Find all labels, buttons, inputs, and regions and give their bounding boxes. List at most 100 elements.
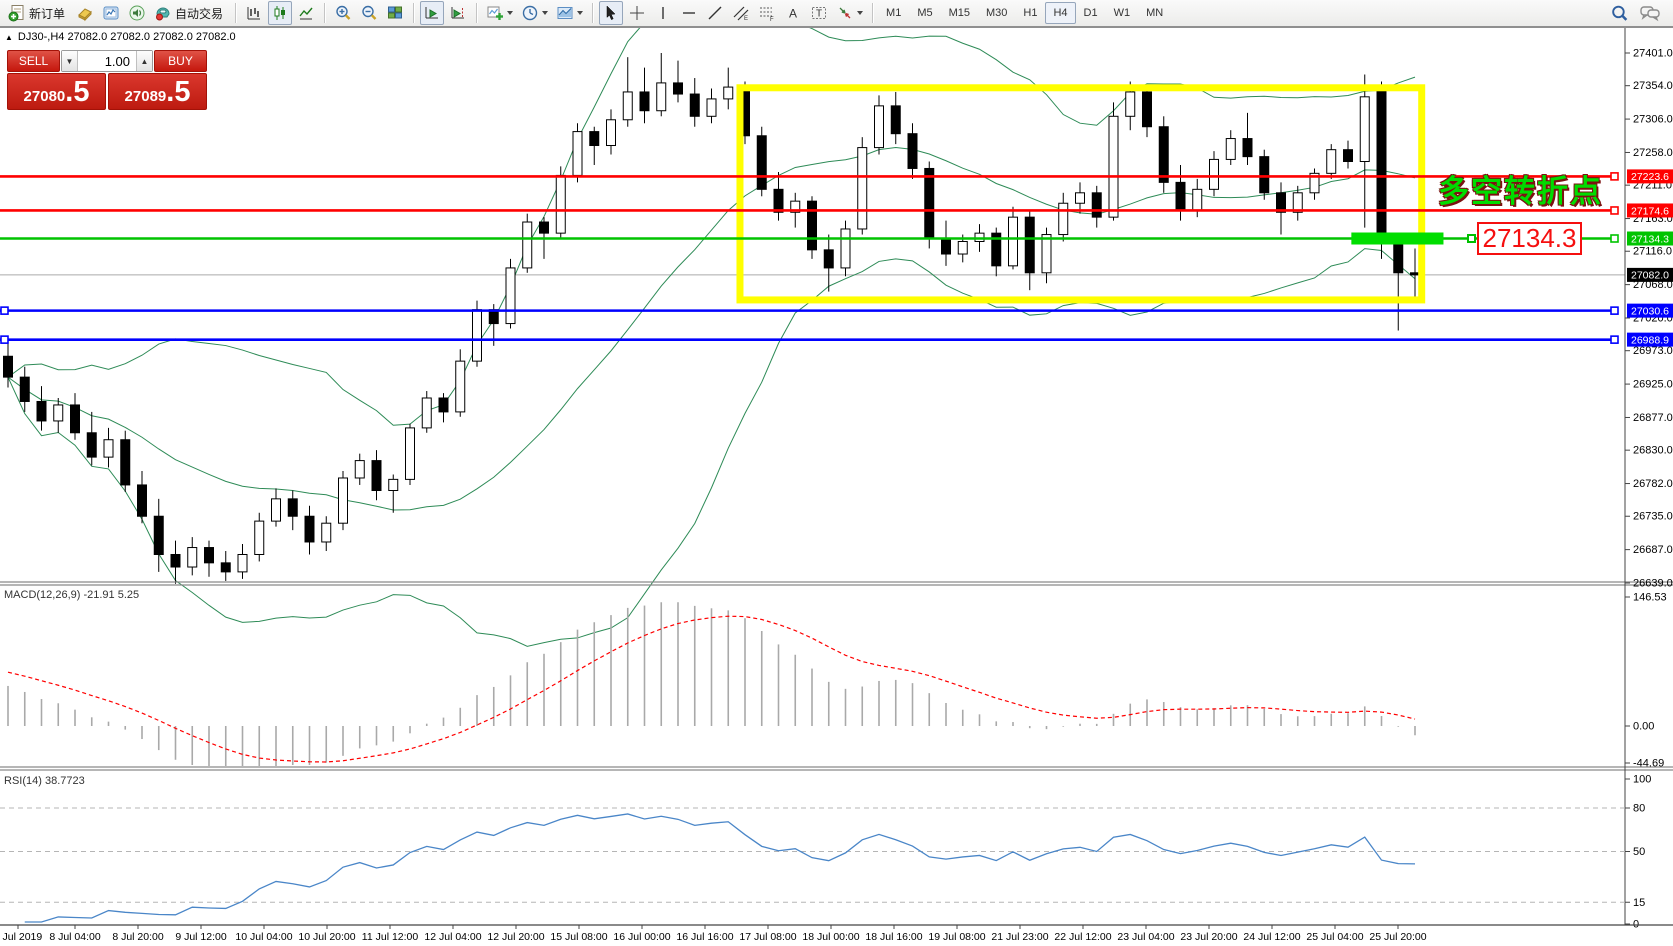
svg-text:26988.9: 26988.9: [1631, 334, 1669, 346]
text-label-tool-button[interactable]: T: [807, 1, 831, 25]
tile-windows-button[interactable]: [383, 1, 407, 25]
price-tag: [1627, 267, 1673, 282]
trendline-tool-button[interactable]: [703, 1, 727, 25]
toolbar-right-group: [1610, 4, 1661, 23]
volume-increase-button[interactable]: ▲: [136, 51, 152, 71]
auto-trading-button[interactable]: 自动交易: [151, 1, 229, 25]
buy-button[interactable]: BUY: [154, 50, 207, 72]
macd-panel[interactable]: MACD(12,26,9) -21.91 5.25 146.53 0.00 -44.6…: [4, 589, 1667, 770]
fibonacci-tool-button[interactable]: F: [755, 1, 779, 25]
candles[interactable]: [3, 53, 1420, 584]
arrows-icon: [839, 7, 851, 19]
svg-text:8 Jul 04:00: 8 Jul 04:00: [49, 931, 101, 943]
svg-text:-44.69: -44.69: [1633, 758, 1664, 770]
turning-point-annotation[interactable]: 多空转折点: [1438, 174, 1603, 209]
arrows-tool-button[interactable]: [833, 1, 866, 25]
svg-text:27068.0: 27068.0: [1633, 279, 1673, 291]
zoom-in-button[interactable]: [331, 1, 355, 25]
horizontal-line-tool-button[interactable]: [677, 1, 701, 25]
macd-signal-line: [7, 615, 1416, 763]
volume-value[interactable]: 1.00: [104, 53, 130, 69]
tf-button-D1[interactable]: D1: [1083, 7, 1098, 19]
vertical-line-tool-button[interactable]: [651, 1, 675, 25]
horizontal-level-lines[interactable]: [0, 172, 1619, 344]
svg-text:17 Jul 08:00: 17 Jul 08:00: [739, 931, 796, 943]
market-window-button[interactable]: [99, 1, 123, 25]
time-axis[interactable]: 5 Jul 2019 8 Jul 04:00 8 Jul 20:00 9 Jul 12…: [0, 924, 1673, 943]
cursor-tool-button[interactable]: [599, 1, 624, 25]
chat-icon[interactable]: [1639, 4, 1661, 22]
price-chart-canvas[interactable]: 27401.027354.027306.027258.027211.027163…: [0, 28, 1673, 946]
text-label-icon: T: [812, 7, 827, 20]
search-icon[interactable]: [1610, 4, 1629, 23]
svg-text:26735.0: 26735.0: [1633, 511, 1673, 523]
zoom-in-icon: [336, 5, 351, 20]
svg-text:T: T: [816, 9, 822, 20]
svg-text:27134.3: 27134.3: [1631, 233, 1669, 245]
candlestick-chart-icon: [274, 6, 286, 20]
svg-text:21 Jul 23:00: 21 Jul 23:00: [991, 931, 1048, 943]
svg-text:27030.6: 27030.6: [1631, 305, 1669, 317]
auto-scroll-icon: [425, 7, 439, 19]
price-tag: [1627, 169, 1673, 184]
chart-area[interactable]: 27401.0 27354.0 27306.0 27258.0 27211.0 27163…: [0, 28, 1673, 946]
candlestick-mode-button[interactable]: [268, 1, 293, 25]
svg-text:26973.0: 26973.0: [1633, 345, 1673, 357]
rsi-line: [24, 813, 1416, 923]
tf-button-H1[interactable]: H1: [1023, 7, 1038, 19]
sell-price-main: 27080: [23, 88, 66, 105]
auto-scroll-button[interactable]: [420, 1, 445, 25]
tf-button-M30[interactable]: M30: [986, 7, 1008, 19]
support-zone-bar[interactable]: [1351, 232, 1444, 245]
crosshair-tool-button[interactable]: [625, 1, 649, 25]
tf-button-M5[interactable]: M5: [917, 7, 933, 19]
sound-button[interactable]: [125, 1, 149, 25]
macd-label: MACD(12,26,9) -21.91 5.25: [4, 589, 139, 601]
svg-text:26687.0: 26687.0: [1633, 544, 1673, 556]
price-callout[interactable]: 27134.3: [1477, 222, 1582, 255]
sound-icon: [129, 5, 145, 21]
toolbar-separator: [592, 3, 594, 23]
svg-text:27401.0: 27401.0: [1633, 48, 1673, 60]
sell-price-display[interactable]: 27080 .5: [7, 73, 106, 110]
tf-button-W1[interactable]: W1: [1113, 7, 1131, 19]
price-tag: [1627, 303, 1673, 318]
symbol-title: DJ30-,H4 27082.0 27082.0 27082.0 27082.0: [17, 31, 236, 43]
line-chart-mode-button[interactable]: [294, 1, 318, 25]
new-order-button[interactable]: 新订单: [5, 1, 71, 25]
indicators-icon: [487, 6, 504, 20]
text-tool-button[interactable]: A: [781, 1, 805, 25]
dropdown-caret-icon: [542, 11, 549, 15]
tf-button-H4[interactable]: H4: [1045, 2, 1076, 24]
chart-shift-button[interactable]: [446, 1, 470, 25]
svg-text:24 Jul 12:00: 24 Jul 12:00: [1243, 931, 1300, 943]
tf-button-M15[interactable]: M15: [948, 7, 970, 19]
highlight-rectangle[interactable]: [736, 84, 1426, 304]
volume-decrease-button[interactable]: ▼: [62, 51, 78, 71]
periods-button[interactable]: [518, 1, 551, 25]
dropdown-caret-icon: [577, 11, 584, 15]
cursor-icon: [606, 5, 616, 20]
line-chart-icon: [299, 7, 313, 20]
tf-button-M1[interactable]: M1: [886, 7, 902, 19]
svg-text:22 Jul 12:00: 22 Jul 12:00: [1054, 931, 1111, 943]
eraser-button[interactable]: [73, 1, 97, 25]
svg-text:25 Jul 04:00: 25 Jul 04:00: [1306, 931, 1363, 943]
bar-chart-mode-button[interactable]: [242, 1, 266, 25]
tf-button-MN[interactable]: MN: [1146, 7, 1164, 19]
indicators-button[interactable]: [483, 1, 516, 25]
svg-text:27306.0: 27306.0: [1633, 114, 1673, 126]
buy-price-display[interactable]: 27089 .5: [108, 73, 207, 110]
equidistant-channel-tool-button[interactable]: E: [729, 1, 753, 25]
rsi-label: RSI(14) 38.7723: [4, 775, 85, 787]
templates-button[interactable]: [553, 1, 586, 25]
callout-anchor-marker[interactable]: [1467, 234, 1476, 243]
sell-button[interactable]: SELL: [7, 50, 60, 72]
rsi-panel[interactable]: RSI(14) 38.77231008050150: [0, 774, 1651, 931]
svg-text:E: E: [744, 16, 748, 22]
price-axis[interactable]: 27401.027354.027306.027258.027211.027163…: [1624, 28, 1673, 925]
toolbar-separator: [872, 3, 874, 23]
svg-text:27174.6: 27174.6: [1631, 205, 1669, 217]
svg-text:80: 80: [1633, 803, 1645, 815]
zoom-out-button[interactable]: [357, 1, 381, 25]
